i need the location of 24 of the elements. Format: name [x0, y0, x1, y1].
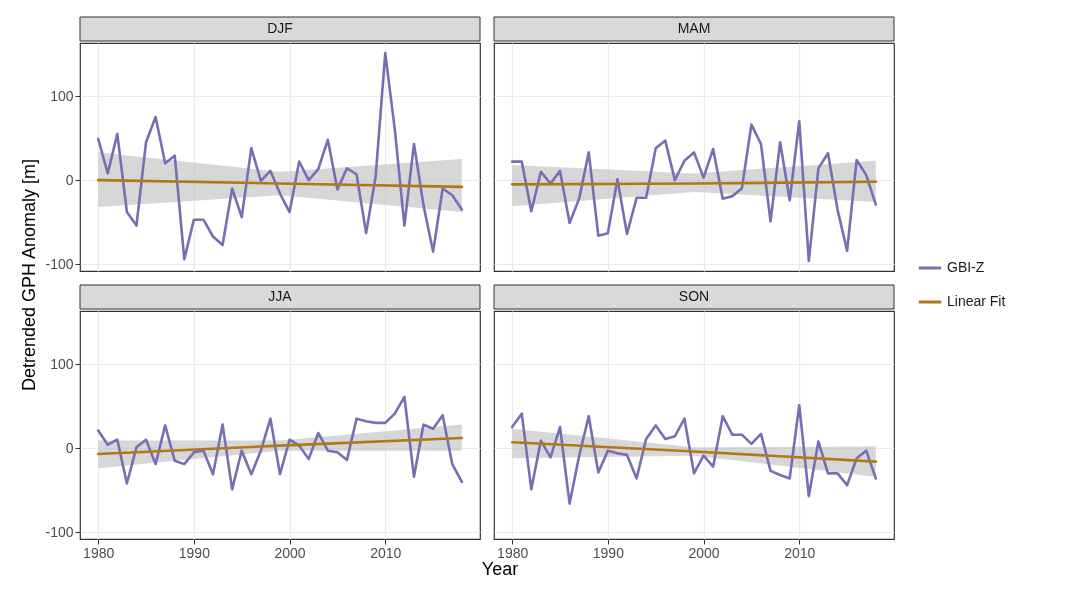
x-tick-label: 2000 [688, 544, 720, 561]
x-tick-label: 2010 [370, 544, 402, 561]
chart-title: SON [678, 288, 710, 304]
y-tick-label: -100 [45, 255, 74, 272]
y-tick-label: 0 [65, 171, 74, 188]
x-tick-label: 2000 [274, 544, 306, 561]
line-series [96, 51, 464, 261]
legend-label: Linear Fit [947, 293, 1006, 309]
x-axis-title: Year [481, 559, 519, 579]
y-tick-label: -100 [45, 523, 74, 540]
x-tick-label: 2010 [784, 544, 816, 561]
y-tick-label: 100 [50, 87, 74, 104]
x-tick-label: 1980 [83, 544, 115, 561]
chart-title: DJF [267, 20, 293, 36]
legend-label: GBI-Z [947, 259, 985, 275]
x-tick-label: 1980 [497, 544, 529, 561]
y-axis-title: Detrended GPH Anomaly [m] [19, 158, 39, 392]
line-series [96, 395, 464, 491]
chart-title: MAM [677, 20, 711, 36]
chart-title: JJA [268, 288, 293, 304]
x-tick-label: 1990 [178, 544, 211, 561]
y-tick-label: 0 [65, 439, 74, 456]
x-tick-label: 1990 [592, 544, 625, 561]
y-tick-label: 100 [50, 355, 74, 372]
